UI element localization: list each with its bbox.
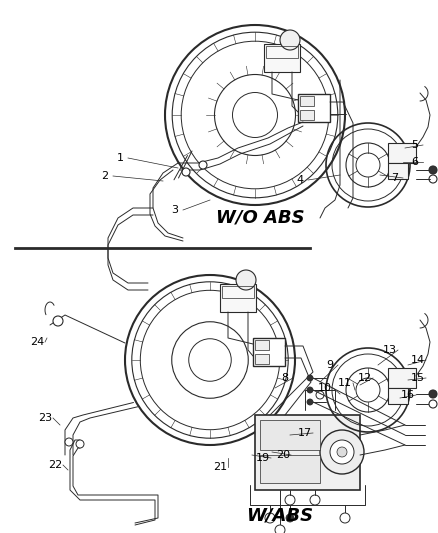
Bar	[222, 286, 254, 298]
Circle shape	[307, 375, 313, 381]
Bar	[298, 94, 330, 122]
Circle shape	[307, 399, 313, 405]
Bar	[220, 284, 256, 312]
Text: 10: 10	[318, 383, 332, 393]
Circle shape	[429, 175, 437, 183]
Text: 19: 19	[256, 453, 270, 463]
Circle shape	[275, 525, 285, 533]
Bar	[264, 44, 300, 72]
Text: 17: 17	[298, 428, 312, 438]
Text: 9: 9	[326, 360, 334, 370]
Bar	[388, 368, 416, 388]
Circle shape	[236, 270, 256, 290]
Bar	[388, 163, 408, 179]
Text: 6: 6	[411, 157, 418, 167]
Bar	[300, 96, 314, 106]
Text: 13: 13	[383, 345, 397, 355]
Circle shape	[53, 316, 63, 326]
Bar	[255, 354, 269, 364]
Circle shape	[265, 513, 275, 523]
Bar	[260, 420, 320, 450]
Text: 7: 7	[392, 173, 399, 183]
Circle shape	[320, 430, 364, 474]
Text: 3: 3	[172, 205, 179, 215]
Circle shape	[429, 166, 437, 174]
Circle shape	[340, 513, 350, 523]
Text: 8: 8	[282, 373, 289, 383]
Bar	[266, 46, 298, 58]
Text: 15: 15	[411, 373, 425, 383]
Circle shape	[285, 495, 295, 505]
Circle shape	[280, 30, 300, 50]
Circle shape	[65, 438, 73, 446]
Circle shape	[330, 440, 354, 464]
Bar	[388, 143, 416, 163]
Bar	[260, 455, 320, 483]
Text: 24: 24	[30, 337, 44, 347]
Circle shape	[199, 161, 207, 169]
Bar	[253, 338, 285, 366]
Bar	[388, 388, 408, 404]
Bar	[255, 340, 269, 350]
Circle shape	[182, 168, 190, 176]
Circle shape	[286, 514, 294, 522]
Circle shape	[76, 440, 84, 448]
Text: 22: 22	[48, 460, 62, 470]
Circle shape	[310, 495, 320, 505]
Text: 5: 5	[411, 140, 418, 150]
Text: 1: 1	[117, 153, 124, 163]
Text: 11: 11	[338, 378, 352, 388]
Text: 20: 20	[276, 450, 290, 460]
Bar	[300, 110, 314, 120]
Text: 23: 23	[38, 413, 52, 423]
Text: W/O ABS: W/O ABS	[215, 209, 304, 227]
Text: 12: 12	[358, 373, 372, 383]
Text: 4: 4	[297, 175, 304, 185]
Text: W/ABS: W/ABS	[247, 506, 314, 524]
Text: 14: 14	[411, 355, 425, 365]
Circle shape	[429, 400, 437, 408]
Circle shape	[337, 447, 347, 457]
Text: 2: 2	[102, 171, 109, 181]
Bar	[255, 415, 360, 490]
Circle shape	[307, 387, 313, 393]
Text: 21: 21	[213, 462, 227, 472]
Text: 16: 16	[401, 390, 415, 400]
Circle shape	[429, 390, 437, 398]
Circle shape	[316, 391, 324, 399]
